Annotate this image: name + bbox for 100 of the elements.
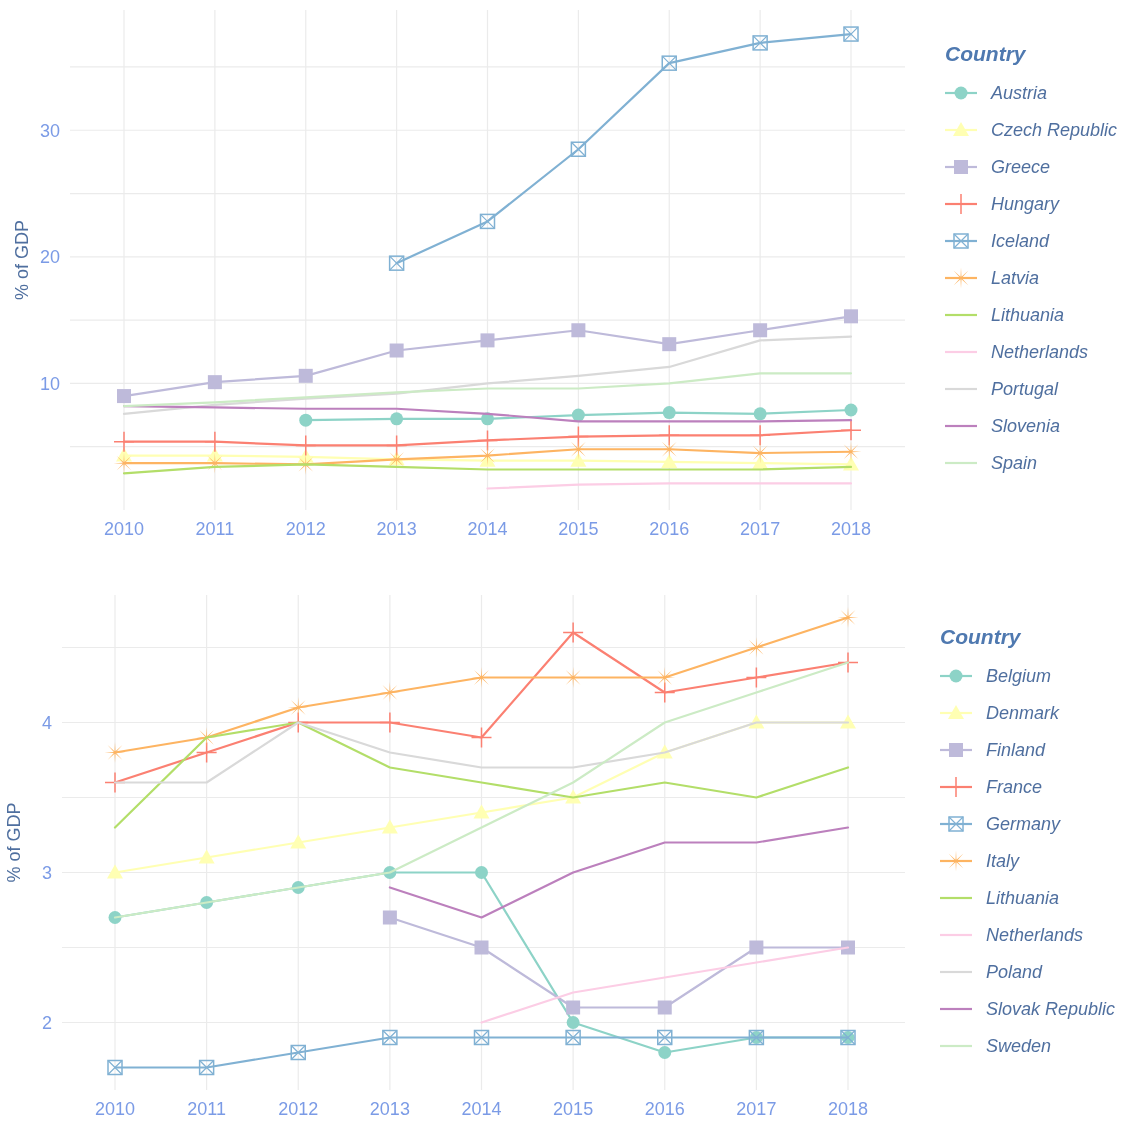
point (390, 412, 404, 426)
legend-label: Spain (991, 453, 1038, 474)
point (388, 255, 405, 271)
y-tick-label: 30 (39, 120, 60, 141)
point (295, 434, 317, 457)
y-axis-title: % of GDP (4, 802, 24, 883)
point (753, 407, 767, 421)
legend-title: Country (940, 625, 1022, 649)
point (299, 413, 313, 427)
point (654, 681, 676, 704)
point (389, 343, 404, 358)
x-tick-label: 2017 (736, 1099, 777, 1119)
legend-label: Poland (986, 962, 1044, 983)
line-series (388, 826, 850, 919)
point (662, 337, 677, 352)
point (753, 323, 768, 338)
point (752, 35, 768, 51)
point (382, 910, 397, 925)
point (382, 1029, 398, 1046)
point (749, 940, 764, 955)
point (290, 1044, 306, 1061)
point (113, 430, 135, 453)
legend-label: Lithuania (986, 888, 1060, 909)
point (571, 323, 586, 338)
point (473, 804, 490, 819)
point (477, 445, 498, 467)
point (658, 424, 680, 447)
y-tick-label: 10 (39, 373, 60, 394)
x-tick-label: 2015 (558, 519, 599, 539)
y-tick-label: 4 (41, 712, 52, 733)
x-tick-label: 2016 (644, 1099, 685, 1119)
legend-label: Greece (991, 157, 1051, 178)
point (566, 1000, 581, 1015)
point (198, 849, 215, 864)
point (841, 940, 855, 955)
line-series (113, 721, 850, 829)
legend-label: Czech Republic (991, 120, 1118, 141)
point (570, 141, 587, 157)
point (207, 375, 222, 390)
legend-title: Country (945, 42, 1027, 66)
legend-label: Hungary (991, 194, 1061, 215)
point (473, 1029, 490, 1046)
point (844, 403, 858, 417)
legend-label: Sweden (986, 1036, 1052, 1057)
point (657, 1029, 673, 1046)
point (745, 637, 767, 658)
point (562, 621, 584, 644)
line-series (122, 335, 853, 415)
legend-label: France (986, 777, 1043, 798)
y-tick-label: 20 (39, 247, 60, 268)
point (662, 406, 676, 420)
point (840, 419, 862, 441)
legend-label: Slovenia (991, 416, 1061, 437)
point (117, 389, 131, 404)
point (470, 726, 493, 749)
point (837, 651, 859, 674)
legend-label: Austria (990, 83, 1048, 104)
x-tick-label: 2013 (376, 519, 417, 539)
legend-label: Lithuania (991, 305, 1065, 326)
point (843, 26, 859, 42)
point (198, 1059, 215, 1076)
point (475, 866, 488, 879)
point (480, 333, 495, 348)
point (657, 1000, 672, 1015)
x-tick-label: 2014 (467, 519, 508, 539)
x-tick-label: 2011 (195, 519, 235, 539)
point (661, 55, 677, 71)
x-tick-label: 2015 (553, 1099, 594, 1119)
legend-label: Italy (986, 851, 1021, 872)
point (844, 309, 858, 324)
legend-label: Germany (986, 814, 1062, 835)
point (379, 711, 401, 734)
legend-label: Finland (986, 740, 1047, 761)
x-tick-label: 2018 (830, 519, 872, 539)
point (381, 819, 398, 834)
point (107, 864, 123, 879)
x-tick-label: 2018 (827, 1099, 869, 1119)
x-tick-label: 2014 (461, 1099, 502, 1119)
y-tick-label: 3 (41, 862, 52, 883)
x-tick-label: 2017 (740, 519, 781, 539)
legend-label: Portugal (991, 379, 1060, 400)
x-tick-label: 2013 (369, 1099, 410, 1119)
x-tick-label: 2012 (278, 1099, 319, 1119)
point (298, 368, 313, 383)
point (479, 213, 496, 230)
point (570, 452, 587, 467)
x-tick-label: 2011 (187, 1099, 226, 1119)
point (661, 453, 678, 468)
x-tick-label: 2010 (94, 1099, 136, 1119)
x-tick-label: 2010 (103, 519, 145, 539)
point (565, 1029, 581, 1046)
legend-label: Iceland (991, 231, 1051, 252)
y-axis-title: % of GDP (12, 219, 32, 301)
y-tick-label: 2 (41, 1012, 52, 1033)
legend-label: Slovak Republic (986, 999, 1116, 1020)
legend-label: Netherlands (986, 925, 1084, 946)
legend-label: Denmark (986, 703, 1061, 724)
point (658, 1046, 672, 1059)
legend-label: Netherlands (991, 342, 1089, 363)
point (471, 667, 492, 688)
